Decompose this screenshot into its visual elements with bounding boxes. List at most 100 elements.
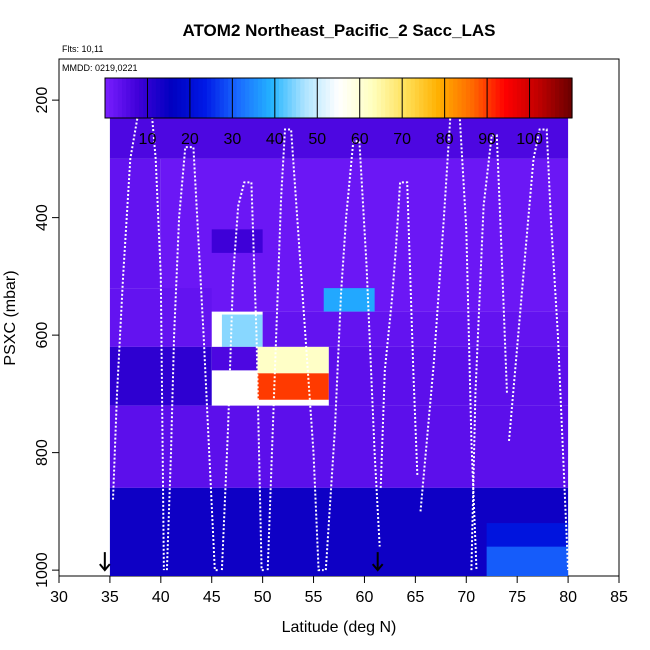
flight-track [324,140,381,571]
colorbar-swatch [406,78,412,118]
heatmap-cell [486,523,569,547]
marker-arrow-head [99,563,111,572]
colorbar-swatch [402,78,408,118]
colorbar-swatch [313,78,318,118]
heatmap-cell [262,311,569,347]
colorbar-swatch [287,78,293,118]
colorbar-swatch [495,78,501,118]
colorbar-swatch [202,78,208,118]
colorbar-swatch [211,78,216,118]
y-tick-label: 800 [34,439,51,466]
colorbar-swatch [257,78,263,118]
y-axis: 200 400 600 800 1000 [34,87,59,588]
colorbar-swatch [334,78,340,118]
colorbar-swatch [559,78,565,118]
colorbar-swatch [487,78,492,118]
colorbar-tick-label: 60 [351,131,369,148]
colorbar-swatch [177,78,183,118]
colorbar-swatch [105,78,110,118]
colorbar-swatch [325,78,331,118]
colorbar-tick-label: 20 [181,131,199,148]
colorbar-swatch [555,78,560,118]
colorbar-swatch [567,78,573,118]
colorbar-swatch [431,78,437,118]
colorbar-swatch [266,78,272,118]
colorbar-swatch [291,78,297,118]
colorbar-swatch [533,78,539,118]
colorbar-swatch [440,78,446,118]
colorbar-swatch [189,78,195,118]
flight-track [379,181,419,488]
marker-arrow [371,552,384,572]
colorbar-swatch [444,78,450,118]
colorbar-swatch [542,78,548,118]
colorbar-swatch [308,78,314,118]
flight-track [508,128,570,571]
colorbar-swatch [232,78,238,118]
heatmap-cell [109,346,212,406]
colorbar-swatch [219,78,225,118]
flight-track [220,181,265,572]
colorbar-swatch [470,78,475,118]
colorbar-swatch [194,78,199,118]
colorbar-swatch [461,78,467,118]
colorbar-swatch [478,78,484,118]
x-tick-label: 75 [508,589,526,606]
colorbar-swatch [185,78,191,118]
colorbar-swatch [147,78,153,118]
colorbar-swatch [330,78,335,118]
flight-track [419,105,478,571]
x-axis-label: Latitude (deg N) [282,619,397,636]
heatmap-cell [486,546,569,576]
colorbar-swatch [245,78,250,118]
colorbar-swatch [453,78,458,118]
colorbar-swatch [317,78,323,118]
colorbar-swatch [249,78,255,118]
colorbar-swatch [491,78,497,118]
heatmap-cell [211,229,263,253]
colorbar-tick-label: 90 [478,131,496,148]
x-tick-label: 60 [356,589,374,606]
colorbar-swatch [240,78,246,118]
colorbar-swatch [346,78,352,118]
heatmap-cell [328,346,569,406]
colorbar-swatch [338,78,344,118]
y-axis-label: PSXC (mbar) [2,270,19,365]
x-tick-label: 50 [254,589,272,606]
colorbar-tick-label: 30 [223,131,241,148]
flight-track [266,128,324,572]
x-tick-label: 80 [559,589,577,606]
colorbar-swatch [181,78,187,118]
x-tick-label: 55 [305,589,323,606]
colorbar-ticks: 10 20 30 40 50 60 70 80 90 100 [139,78,543,148]
dates-note: MMDD: 0219,0221 [62,63,138,73]
colorbar-swatch [198,78,204,118]
colorbar-swatch [160,78,166,118]
colorbar-swatch [130,78,136,118]
colorbar-swatch [253,78,259,118]
colorbar-swatch [113,78,119,118]
colorbar-swatch [274,78,280,118]
x-tick-label: 30 [50,589,68,606]
colorbar-swatch [499,78,505,118]
colorbar-swatch [563,78,569,118]
colorbar-swatch [363,78,369,118]
x-tick-label: 35 [101,589,119,606]
heatmap-cell [211,346,258,371]
colorbar-swatch [342,78,348,118]
colorbar-swatch [376,78,382,118]
position-markers [99,552,384,572]
colorbar-swatch [279,78,284,118]
heatmap-cell [109,111,569,159]
marker-arrow [99,552,111,572]
colorbar-swatch [529,78,535,118]
colorbar-swatch [482,78,488,118]
colorbar-swatch [223,78,229,118]
colorbar-swatch [427,78,433,118]
colorbar-tick-label: 80 [436,131,454,148]
colorbar-swatch [372,78,378,118]
colorbar-swatch [504,78,509,118]
colorbar-swatch [419,78,425,118]
colorbar-swatch [262,78,267,118]
colorbar-swatch [155,78,161,118]
